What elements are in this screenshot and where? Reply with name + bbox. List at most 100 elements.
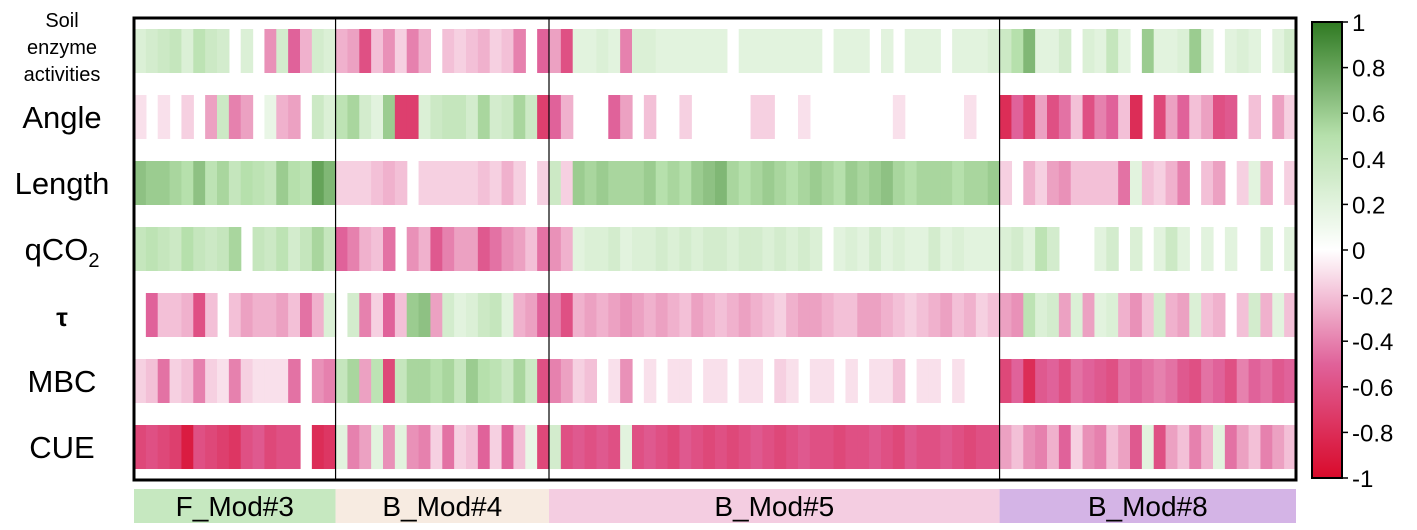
heatmap-cell — [489, 425, 503, 469]
heatmap-cell — [537, 293, 550, 337]
heatmap-cell — [383, 425, 396, 469]
heatmap-cell — [466, 161, 479, 205]
heatmap-cell — [1035, 293, 1048, 337]
heatmap-cell — [217, 227, 230, 271]
heatmap-cell — [703, 227, 716, 271]
heatmap-cell — [430, 293, 443, 337]
heatmap-cell — [1177, 359, 1190, 403]
heatmap-cell — [881, 161, 894, 205]
heatmap-cell — [845, 29, 858, 73]
heatmap-cell — [762, 95, 775, 139]
heatmap-cell — [418, 293, 432, 337]
heatmap-cell — [1023, 227, 1036, 271]
heatmap-cell — [205, 29, 218, 73]
heatmap-cell — [454, 359, 467, 403]
heatmap-cell — [750, 293, 764, 337]
heatmap-cell — [537, 227, 550, 271]
row-label: qCO2 — [25, 232, 100, 272]
heatmap-cell — [276, 293, 289, 337]
heatmap-cell — [892, 161, 906, 205]
heatmap-cell — [549, 95, 562, 139]
heatmap-cell — [904, 161, 918, 205]
heatmap-cell — [786, 161, 799, 205]
heatmap-cell — [1094, 293, 1107, 337]
heatmap-cell — [821, 293, 835, 337]
heatmap-cell — [359, 227, 372, 271]
heatmap-cell — [134, 227, 147, 271]
heatmap-cell — [264, 161, 277, 205]
heatmap-cell — [715, 161, 728, 205]
heatmap-cell — [1189, 359, 1202, 403]
heatmap-cell — [632, 29, 645, 73]
heatmap-cell — [596, 29, 609, 73]
heatmap-cell — [1165, 359, 1179, 403]
heatmap-cell — [715, 293, 728, 337]
heatmap-cell — [1070, 359, 1084, 403]
heatmap-cell — [418, 95, 432, 139]
heatmap-cell — [999, 293, 1013, 337]
heatmap-cell — [964, 293, 977, 337]
heatmap-cell — [454, 425, 467, 469]
heatmap-cell — [477, 425, 491, 469]
heatmap-cell — [181, 227, 194, 271]
heatmap-cell — [442, 161, 455, 205]
heatmap-cell — [489, 227, 503, 271]
heatmap-cell — [252, 227, 266, 271]
heatmap-cell — [1272, 359, 1285, 403]
heatmap-cell — [1023, 293, 1036, 337]
heatmap-cell — [394, 95, 408, 139]
heatmap-cell — [359, 29, 372, 73]
heatmap-cell — [1236, 293, 1250, 337]
heatmap-cell — [501, 95, 515, 139]
heatmap-cell — [1070, 293, 1084, 337]
heatmap-cell — [1189, 95, 1202, 139]
heatmap-cell — [1189, 293, 1202, 337]
heatmap-cell — [264, 425, 277, 469]
heatmap-cell — [430, 359, 443, 403]
heatmap-cell — [1035, 359, 1048, 403]
row-label: τ — [56, 302, 68, 332]
heatmap-cell — [169, 29, 183, 73]
heatmap-cell — [916, 425, 930, 469]
heatmap-cell — [371, 359, 384, 403]
heatmap-cell — [134, 29, 147, 73]
heatmap-cell — [1284, 227, 1297, 271]
heatmap-cell — [821, 425, 835, 469]
heatmap-cell — [643, 359, 657, 403]
heatmap-cell — [1094, 425, 1107, 469]
heatmap-cell — [169, 359, 183, 403]
heatmap-cell — [620, 29, 633, 73]
heatmap-cell — [240, 425, 254, 469]
heatmap-cell — [833, 293, 847, 337]
heatmap-cell — [169, 293, 183, 337]
heatmap-cell — [845, 293, 858, 337]
heatmap-cell — [952, 359, 965, 403]
heatmap-cell — [466, 227, 479, 271]
heatmap-cell — [1189, 29, 1202, 73]
heatmap-cell — [869, 425, 882, 469]
heatmap-cell — [762, 425, 775, 469]
heatmap-cell — [477, 227, 491, 271]
heatmap-cell — [1201, 227, 1214, 271]
heatmap-cell — [193, 359, 206, 403]
heatmap-cell — [691, 425, 704, 469]
heatmap-cell — [406, 95, 420, 139]
heatmap-cell — [252, 293, 266, 337]
colorbar-tick-label: -1 — [1352, 466, 1373, 493]
heatmap-cell — [1260, 161, 1273, 205]
heatmap-cell — [276, 95, 289, 139]
heatmap-cell — [1094, 227, 1107, 271]
heatmap-cell — [394, 359, 408, 403]
heatmap-cell — [1153, 359, 1167, 403]
heatmap-cell — [560, 359, 574, 403]
heatmap-cell — [525, 359, 538, 403]
heatmap-cell — [181, 425, 194, 469]
module-band — [549, 489, 1000, 523]
heatmap-cell — [181, 95, 194, 139]
heatmap-cell — [1094, 29, 1107, 73]
colorbar-tick-label: -0.2 — [1352, 284, 1393, 311]
heatmap-cell — [1201, 161, 1214, 205]
heatmap-cell — [572, 293, 586, 337]
heatmap-cell — [359, 359, 372, 403]
row-label: CUE — [29, 430, 94, 465]
